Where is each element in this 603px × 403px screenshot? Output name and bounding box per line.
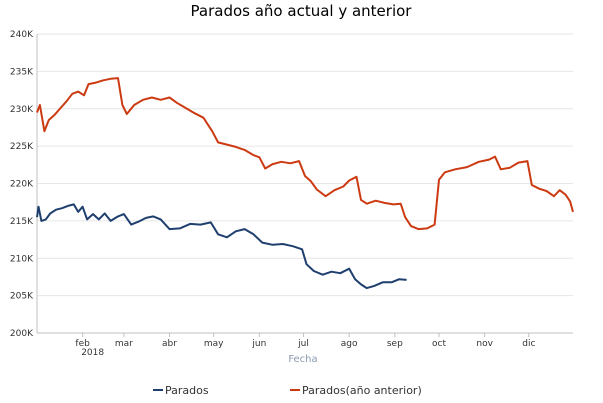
legend-label: Parados(año anterior) <box>302 384 422 397</box>
series-line-2 <box>36 77 574 231</box>
y-tick-label: 220K <box>10 180 34 190</box>
y-tick-label: 210K <box>10 254 34 264</box>
x-tick-label: feb <box>75 339 90 349</box>
series-lines <box>36 77 574 290</box>
y-tick-label: 225K <box>10 142 34 152</box>
axes <box>36 34 573 337</box>
legend-label: Parados <box>165 384 209 397</box>
chart-title: Parados año actual y anterior <box>191 2 413 20</box>
series-line-1 <box>36 203 407 290</box>
legend-item-1[interactable]: Parados <box>153 384 209 397</box>
legend[interactable]: Parados Parados(año anterior) <box>153 384 422 397</box>
x-tick-label: sep <box>387 339 403 349</box>
grid-lines <box>37 33 573 297</box>
x-tick-label: oct <box>432 339 446 349</box>
x-tick-label: jul <box>297 339 309 349</box>
y-tick-label: 240K <box>10 30 34 40</box>
x-tick-label: may <box>204 339 224 349</box>
x-tick-label: abr <box>162 339 177 349</box>
y-tick-label: 235K <box>10 67 34 77</box>
y-tick-label: 230K <box>10 105 34 115</box>
x-tick-label: jun <box>251 339 266 349</box>
y-tick-label: 200K <box>10 329 34 339</box>
y-tick-label: 215K <box>10 217 34 227</box>
x-axis-label: Fecha <box>288 354 317 365</box>
x-tick-label: ago <box>341 339 358 349</box>
x-tick-label: mar <box>115 339 133 349</box>
legend-item-2[interactable]: Parados(año anterior) <box>290 384 422 397</box>
x-tick-label: nov <box>476 339 493 349</box>
y-tick-labels: 200K 205K 210K 215K 220K 225K 230K 235K 240K <box>10 30 34 339</box>
x-tick-year-label: 2018 <box>81 348 104 358</box>
x-tick-label: dic <box>522 339 535 349</box>
y-tick-label: 205K <box>10 292 34 302</box>
